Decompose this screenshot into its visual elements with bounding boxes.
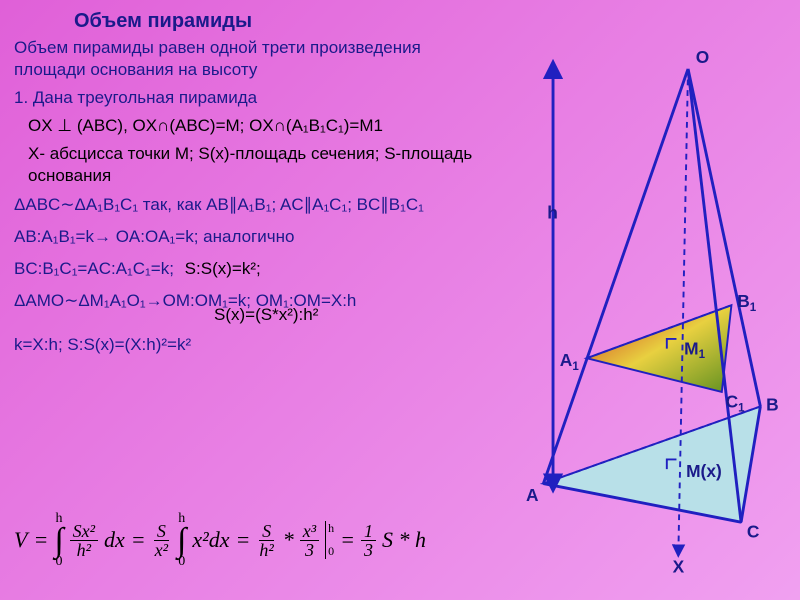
line-9: k=X:h; S:S(x)=(X:h)²=k²: [14, 334, 474, 356]
svg-text:B: B: [766, 394, 779, 414]
integral-2: h ∫ 0: [177, 511, 186, 570]
svg-text:C1: C1: [726, 391, 746, 414]
frac-4: x³ 3: [300, 522, 319, 559]
star-1: *: [283, 527, 294, 553]
frac5-den: 3: [361, 541, 376, 559]
frac4-num: x³: [300, 522, 319, 541]
line-7: BC:B₁C₁=AC:A₁C₁=k; S:S(x)=k²;: [14, 258, 474, 280]
x2dx: x²dx: [192, 527, 229, 553]
eval-bar: h 0: [325, 521, 334, 559]
svg-text:O: O: [696, 47, 710, 67]
int-lower-2: 0: [178, 554, 185, 570]
pyramid-diagram: OABCA1B1C1M1M(x)hX: [480, 40, 790, 580]
line-7b: S:S(x)=k²;: [185, 259, 261, 278]
svg-text:X: X: [673, 556, 685, 576]
int-symbol-1: ∫: [54, 527, 63, 554]
svg-text:C: C: [747, 522, 760, 542]
theorem-text: Объем пирамиды равен одной трети произве…: [14, 37, 474, 81]
frac3-num: S: [259, 522, 274, 541]
pyramid-svg: OABCA1B1C1M1M(x)hX: [480, 40, 790, 580]
svg-text:M(x): M(x): [686, 461, 722, 481]
svg-text:A: A: [526, 485, 539, 505]
frac1-den: h²: [74, 541, 94, 559]
frac-3: S h²: [256, 522, 276, 559]
formula-eq-4: =: [340, 527, 355, 553]
line-8b: S(x)=(S*x²):h²: [214, 304, 318, 326]
line-6: AB:A₁B₁=k→ OA:OA₁=k; аналогично: [14, 226, 474, 248]
frac-2: S x²: [152, 522, 171, 559]
frac-1: Sx² h²: [70, 522, 98, 559]
frac2-den: x²: [152, 541, 171, 559]
int-symbol-2: ∫: [177, 527, 186, 554]
int-lower-1: 0: [55, 554, 62, 570]
dx-1: dx: [104, 527, 125, 553]
frac5-num: 1: [361, 522, 376, 541]
frac-5: 1 3: [361, 522, 376, 559]
svg-text:A1: A1: [560, 350, 580, 373]
formula-tail: S * h: [382, 527, 426, 553]
line-7a: BC:B₁C₁=AC:A₁C₁=k;: [14, 259, 174, 278]
formula-eq-2: =: [131, 527, 146, 553]
page-title: Объем пирамиды: [74, 10, 786, 33]
svg-text:B1: B1: [737, 291, 757, 314]
frac3-den: h²: [256, 541, 276, 559]
integral-1: h ∫ 0: [54, 511, 63, 570]
frac1-num: Sx²: [70, 522, 98, 541]
line-3: OX ⊥ (ABC), OX∩(ABC)=M; OX∩(A₁B₁C₁)=M1: [28, 115, 488, 137]
vbar-lower: 0: [328, 544, 334, 559]
frac4-den: 3: [302, 541, 317, 559]
frac2-num: S: [154, 522, 169, 541]
formula-V: V: [14, 527, 27, 553]
svg-text:h: h: [547, 202, 558, 222]
line-8: ΔAMO∼ΔM₁A₁O₁→OM:OM₁=k; OM₁:OM=X:h S(x)=(…: [14, 290, 474, 312]
formula-eq-1: =: [33, 527, 48, 553]
line-4: X- абсцисса точки M; S(x)-площадь сечени…: [28, 143, 488, 187]
vbar-upper: h: [328, 521, 334, 536]
formula-eq-3: =: [236, 527, 251, 553]
integral-formula: V = h ∫ 0 Sx² h² dx = S x² h ∫ 0 x²dx = …: [14, 511, 426, 570]
line-5: ΔABC∼ΔA₁B₁C₁ так, как AB∥A₁B₁; AC∥A₁C₁; …: [14, 194, 474, 216]
given-text: 1. Дана треугольная пирамида: [14, 87, 474, 109]
